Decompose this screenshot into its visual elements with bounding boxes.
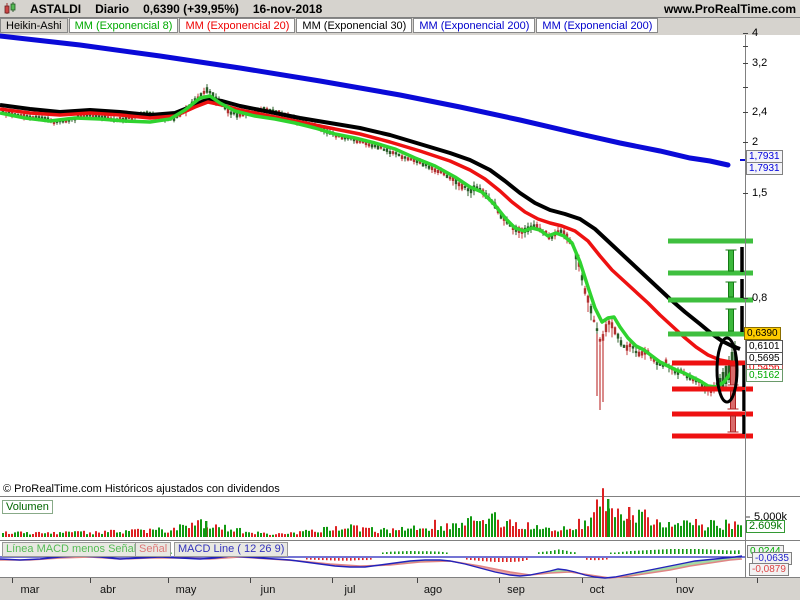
time-axis-tick <box>90 578 91 583</box>
price-axis-tick <box>743 193 748 194</box>
month-label-sep[interactable]: sep <box>507 584 525 596</box>
time-axis-tick <box>499 578 500 583</box>
month-label-may[interactable]: may <box>175 584 197 596</box>
price-axis-tick <box>743 63 748 64</box>
indicator-legend: Heikin-Ashi MM (Exponencial 8) MM (Expon… <box>0 18 800 35</box>
price-axis-tick <box>743 33 748 34</box>
month-label-abr[interactable]: abr <box>100 584 116 596</box>
month-label-jul[interactable]: jul <box>344 584 356 596</box>
price-level-label: 0,6390 <box>744 327 781 340</box>
macd-value-label: -0,0879 <box>749 563 789 576</box>
price-axis-tick <box>743 142 748 143</box>
time-axis-tick <box>757 578 758 583</box>
price-level-label: 0,5162 <box>746 369 783 382</box>
price-axis-tick-label: 0,8 <box>752 292 768 304</box>
tab-ema30[interactable]: MM (Exponencial 30) <box>296 18 413 33</box>
macd-signal-label[interactable]: Señal <box>135 542 172 557</box>
time-axis-tick <box>12 578 13 583</box>
price-axis-minor-tick <box>743 87 748 88</box>
title-bar: ASTALDI Diario 0,6390 (+39,95%) 16-nov-2… <box>0 0 800 18</box>
price-axis-tick-label: 2,4 <box>752 106 768 118</box>
tab-heikin-ashi[interactable]: Heikin-Ashi <box>0 18 68 33</box>
time-axis-tick <box>168 578 169 583</box>
tab-ema200-b[interactable]: MM (Exponencial 200) <box>536 18 659 33</box>
time-axis-tick <box>417 578 418 583</box>
month-label-ago[interactable]: ago <box>423 584 443 596</box>
time-axis[interactable] <box>0 578 800 600</box>
candlestick-icon <box>4 2 16 14</box>
macd-line-label[interactable]: MACD Line ( 12 26 9) <box>174 542 289 557</box>
symbol-name: ASTALDI <box>30 1 82 16</box>
tab-ema20[interactable]: MM (Exponencial 20) <box>179 18 296 33</box>
time-axis-tick <box>582 578 583 583</box>
volume-indicator-label[interactable]: Volumen <box>2 500 53 514</box>
tab-ema200-a[interactable]: MM (Exponencial 200) <box>413 18 536 33</box>
date-label: 16-nov-2018 <box>252 1 323 16</box>
time-axis-tick <box>332 578 333 583</box>
month-label-nov[interactable]: nov <box>676 584 694 596</box>
time-axis-tick <box>250 578 251 583</box>
month-label-mar[interactable]: mar <box>20 584 40 596</box>
price-axis-tick-label: 1,5 <box>752 187 768 199</box>
price-axis-tick-label: 3,2 <box>752 57 768 69</box>
copyright-note: © ProRealTime.com Históricos ajustados c… <box>3 483 280 495</box>
price-axis-tick <box>743 112 748 113</box>
price-level-label: 1,7931 <box>746 162 783 175</box>
price-axis-tick-label: 2 <box>752 136 759 148</box>
price-change: 0,6390 (+39,95%) <box>143 1 239 16</box>
price-axis-tick-label: 4 <box>752 27 759 39</box>
volume-panel[interactable] <box>0 498 800 541</box>
price-axis-tick <box>743 298 748 299</box>
price-axis-minor-tick <box>743 46 748 47</box>
website-link[interactable]: www.ProRealTime.com <box>663 1 796 16</box>
macd-histogram-label[interactable]: Línea MACD menos Señal <box>2 542 141 557</box>
price-chart-panel[interactable] <box>0 35 800 497</box>
month-label-jun[interactable]: jun <box>260 584 276 596</box>
timeframe-label[interactable]: Diario <box>95 1 130 16</box>
month-label-oct[interactable]: oct <box>589 584 605 596</box>
volume-current-label: 2.609k <box>746 520 786 533</box>
price-axis-line <box>745 35 746 578</box>
tab-ema8[interactable]: MM (Exponencial 8) <box>68 18 179 33</box>
price-level-label: 0,5695 <box>746 352 783 365</box>
time-axis-tick <box>676 578 677 583</box>
